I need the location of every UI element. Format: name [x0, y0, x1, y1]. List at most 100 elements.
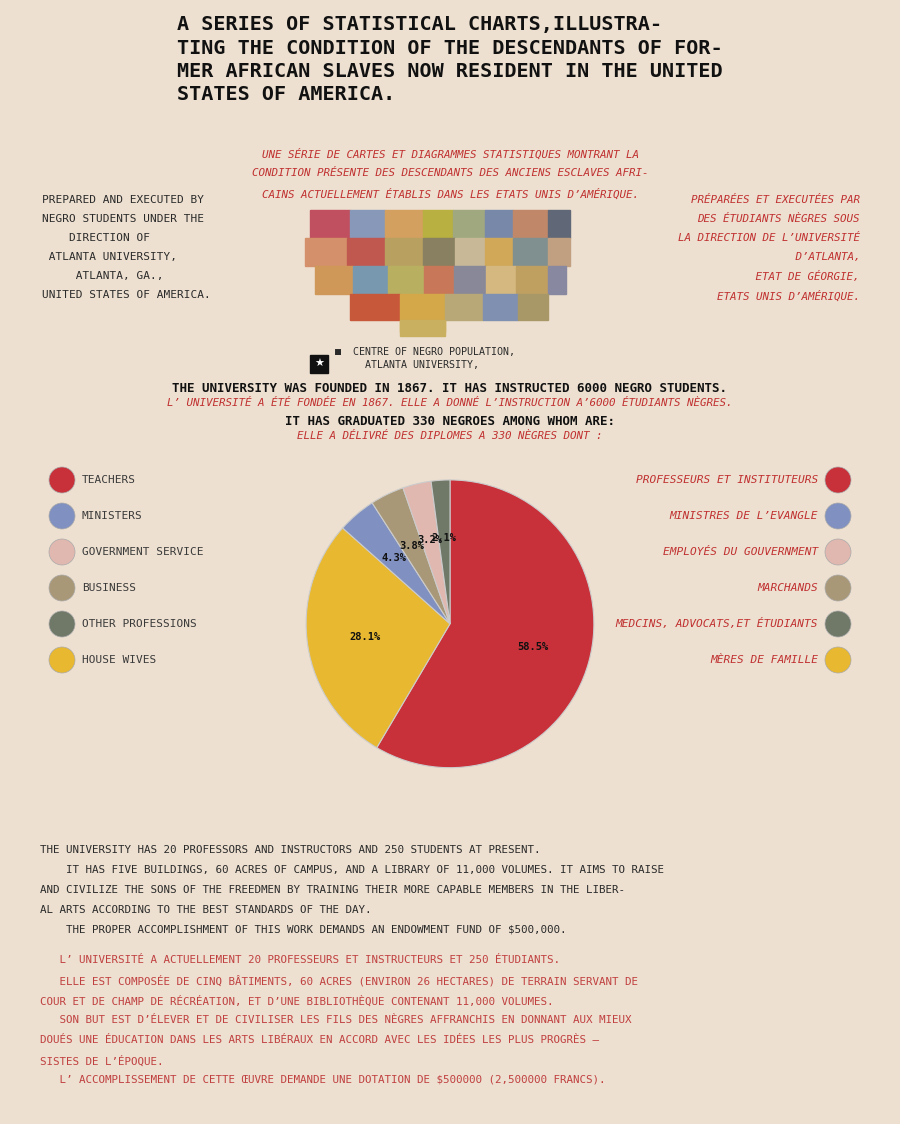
Bar [454, 266, 486, 294]
Text: L’ UNIVERSITÉ A ACTUELLEMENT 20 PROFESSEURS ET INSTRUCTEURS ET 250 ÉTUDIANTS.: L’ UNIVERSITÉ A ACTUELLEMENT 20 PROFESSE… [40, 955, 560, 966]
Wedge shape [343, 502, 450, 624]
Bar [485, 210, 513, 238]
Wedge shape [372, 488, 450, 624]
Bar [350, 294, 400, 320]
Text: PREPARED AND EXECUTED BY: PREPARED AND EXECUTED BY [42, 194, 204, 205]
Bar [516, 266, 548, 294]
Bar [423, 210, 453, 238]
Text: BUSINESS: BUSINESS [82, 583, 136, 593]
Text: UNITED STATES OF AMERICA.: UNITED STATES OF AMERICA. [42, 290, 211, 300]
Text: UNE SÉRIE DE CARTES ET DIAGRAMMES STATISTIQUES MONTRANT LA: UNE SÉRIE DE CARTES ET DIAGRAMMES STATIS… [262, 148, 638, 160]
Text: D’ATLANTA,: D’ATLANTA, [750, 252, 860, 262]
Text: ELLE EST COMPOSÉE DE CINQ BÂTIMENTS, 60 ACRES (ENVIRON 26 HECTARES) DE TERRAIN S: ELLE EST COMPOSÉE DE CINQ BÂTIMENTS, 60 … [40, 975, 638, 987]
Text: THE UNIVERSITY HAS 20 PROFESSORS AND INSTRUCTORS AND 250 STUDENTS AT PRESENT.: THE UNIVERSITY HAS 20 PROFESSORS AND INS… [40, 845, 541, 855]
Bar [485, 238, 513, 266]
Text: 58.5%: 58.5% [518, 642, 549, 652]
Text: TEACHERS: TEACHERS [82, 475, 136, 484]
Text: MEDCINS, ADVOCATS,ET ÉTUDIANTS: MEDCINS, ADVOCATS,ET ÉTUDIANTS [616, 618, 818, 629]
Circle shape [825, 611, 851, 637]
Bar [400, 294, 445, 332]
Circle shape [49, 575, 75, 601]
Text: EMPLOYÉS DU GOUVERNMENT: EMPLOYÉS DU GOUVERNMENT [662, 547, 818, 558]
Text: ATLANTA UNIVERSITY,: ATLANTA UNIVERSITY, [42, 252, 177, 262]
Text: SON BUT EST D’ÉLEVER ET DE CIVILISER LES FILS DES NÈGRES AFFRANCHIS EN DONNANT A: SON BUT EST D’ÉLEVER ET DE CIVILISER LES… [40, 1015, 632, 1025]
Bar [315, 266, 353, 294]
Bar [310, 355, 328, 373]
Wedge shape [403, 481, 450, 624]
Circle shape [825, 575, 851, 601]
Bar [385, 238, 423, 266]
Bar [445, 294, 483, 320]
Text: MARCHANDS: MARCHANDS [757, 583, 818, 593]
Circle shape [825, 540, 851, 565]
Bar [310, 210, 350, 238]
Bar [347, 238, 385, 266]
Text: A SERIES OF STATISTICAL CHARTS,ILLUSTRA-
TING THE CONDITION OF THE DESCENDANTS O: A SERIES OF STATISTICAL CHARTS,ILLUSTRA-… [177, 15, 723, 105]
Bar [388, 266, 424, 294]
Bar [385, 210, 423, 238]
Text: DES ÉTUDIANTS NÈGRES SOUS: DES ÉTUDIANTS NÈGRES SOUS [698, 214, 860, 224]
Circle shape [825, 466, 851, 493]
Bar [400, 320, 445, 336]
Text: LA DIRECTION DE L’UNIVERSITÉ: LA DIRECTION DE L’UNIVERSITÉ [678, 233, 860, 243]
Text: CAINS ACTUELLEMENT ÉTABLIS DANS LES ETATS UNIS D’AMÉRIQUE.: CAINS ACTUELLEMENT ÉTABLIS DANS LES ETAT… [262, 188, 638, 199]
Text: MINISTERS: MINISTERS [82, 511, 143, 522]
Circle shape [49, 540, 75, 565]
Bar [353, 266, 388, 294]
Bar [305, 238, 347, 266]
Text: 3.8%: 3.8% [400, 541, 425, 551]
Circle shape [49, 466, 75, 493]
Text: ELLE A DÉLIVRÉ DES DIPLOMES A 330 NÈGRES DONT :: ELLE A DÉLIVRÉ DES DIPLOMES A 330 NÈGRES… [297, 430, 603, 441]
Bar [455, 238, 485, 266]
Text: CONDITION PRÉSENTE DES DESCENDANTS DES ANCIENS ESCLAVES AFRI-: CONDITION PRÉSENTE DES DESCENDANTS DES A… [252, 167, 648, 178]
Text: PROFESSEURS ET INSTITUTEURS: PROFESSEURS ET INSTITUTEURS [635, 475, 818, 484]
Bar [548, 210, 570, 238]
Bar [453, 210, 485, 238]
Wedge shape [306, 528, 450, 747]
Text: ATLANTA, GA.,: ATLANTA, GA., [42, 271, 164, 281]
Wedge shape [377, 480, 594, 768]
Text: MINISTRES DE L’EVANGLE: MINISTRES DE L’EVANGLE [670, 511, 818, 522]
Text: IT HAS FIVE BUILDINGS, 60 ACRES OF CAMPUS, AND A LIBRARY OF 11,000 VOLUMES. IT A: IT HAS FIVE BUILDINGS, 60 ACRES OF CAMPU… [40, 865, 664, 874]
Text: 28.1%: 28.1% [349, 632, 381, 642]
Text: ATLANTA UNIVERSITY,: ATLANTA UNIVERSITY, [335, 360, 479, 370]
Text: 2.1%: 2.1% [432, 533, 457, 543]
Text: DOUÉS UNE ÉDUCATION DANS LES ARTS LIBÉRAUX EN ACCORD AVEC LES IDÉES LES PLUS PRO: DOUÉS UNE ÉDUCATION DANS LES ARTS LIBÉRA… [40, 1035, 599, 1045]
Bar [513, 210, 548, 238]
Text: NEGRO STUDENTS UNDER THE: NEGRO STUDENTS UNDER THE [42, 214, 204, 224]
Text: IT HAS GRADUATED 330 NEGROES AMONG WHOM ARE:: IT HAS GRADUATED 330 NEGROES AMONG WHOM … [285, 415, 615, 428]
Circle shape [825, 504, 851, 529]
Text: MÈRES DE FAMILLE: MÈRES DE FAMILLE [710, 655, 818, 665]
Text: COUR ET DE CHAMP DE RÉCRÉATION, ET D’UNE BIBLIOTHÈQUE CONTENANT 11,000 VOLUMES.: COUR ET DE CHAMP DE RÉCRÉATION, ET D’UNE… [40, 995, 554, 1006]
Bar [423, 238, 455, 266]
Bar [513, 238, 548, 266]
Text: GOVERNMENT SERVICE: GOVERNMENT SERVICE [82, 547, 203, 558]
Text: SISTES DE L’ÉPOQUE.: SISTES DE L’ÉPOQUE. [40, 1055, 164, 1067]
Bar [486, 266, 516, 294]
Bar [518, 294, 548, 320]
Text: L’ UNIVERSITÉ A ÉTÉ FONDÉE EN 1867. ELLE A DONNÉ L’INSTRUCTION A’6000 ÉTUDIANTS : L’ UNIVERSITÉ A ÉTÉ FONDÉE EN 1867. ELLE… [167, 398, 733, 408]
Text: THE UNIVERSITY WAS FOUNDED IN 1867. IT HAS INSTRUCTED 6000 NEGRO STUDENTS.: THE UNIVERSITY WAS FOUNDED IN 1867. IT H… [173, 382, 727, 395]
Circle shape [825, 647, 851, 673]
Circle shape [49, 504, 75, 529]
Text: AL ARTS ACCORDING TO THE BEST STANDARDS OF THE DAY.: AL ARTS ACCORDING TO THE BEST STANDARDS … [40, 905, 372, 915]
Circle shape [49, 647, 75, 673]
Text: AND CIVILIZE THE SONS OF THE FREEDMEN BY TRAINING THEIR MORE CAPABLE MEMBERS IN : AND CIVILIZE THE SONS OF THE FREEDMEN BY… [40, 885, 625, 895]
Text: HOUSE WIVES: HOUSE WIVES [82, 655, 157, 665]
Text: THE PROPER ACCOMPLISHMENT OF THIS WORK DEMANDS AN ENDOWMENT FUND OF $500,000.: THE PROPER ACCOMPLISHMENT OF THIS WORK D… [40, 925, 566, 935]
Bar [483, 294, 518, 320]
Text: ETAT DE GÉORGIE,: ETAT DE GÉORGIE, [736, 271, 860, 282]
Text: ETATS UNIS D’AMÉRIQUE.: ETATS UNIS D’AMÉRIQUE. [717, 290, 860, 301]
Bar [424, 266, 454, 294]
Text: L’ ACCOMPLISSEMENT DE CETTE ŒUVRE DEMANDE UNE DOTATION DE $500000 (2,500000 FRAN: L’ ACCOMPLISSEMENT DE CETTE ŒUVRE DEMAND… [40, 1075, 606, 1085]
Text: 4.3%: 4.3% [382, 553, 407, 563]
Bar [548, 238, 570, 266]
Text: ■  CENTRE OF NEGRO POPULATION,: ■ CENTRE OF NEGRO POPULATION, [335, 347, 515, 357]
Text: PRÉPARÉES ET EXECUTÉES PAR: PRÉPARÉES ET EXECUTÉES PAR [691, 194, 860, 205]
Text: DIRECTION OF: DIRECTION OF [42, 233, 150, 243]
Bar [548, 266, 566, 294]
Circle shape [49, 611, 75, 637]
Text: ★: ★ [314, 359, 324, 369]
Bar [350, 210, 385, 238]
Text: OTHER PROFESSIONS: OTHER PROFESSIONS [82, 619, 197, 629]
